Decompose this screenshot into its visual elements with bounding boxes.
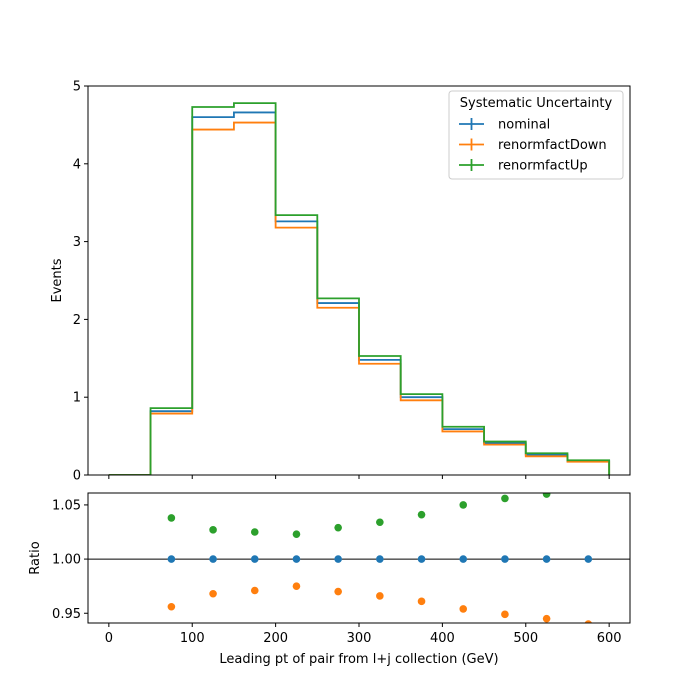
ratio-point-renormfactDown: [542, 614, 551, 623]
ratio-point-nominal: [209, 555, 217, 563]
legend-entries: nominal renormfactDown renormfactUp: [459, 118, 607, 174]
ratio-y-tick-label: 1.00: [52, 553, 81, 568]
main-y-tick-label: 3: [73, 235, 81, 250]
ratio-y-tick-label: 0.95: [52, 607, 81, 622]
main-y-tick-label: 2: [73, 313, 81, 328]
legend-label-renormfactDown: renormfactDown: [498, 138, 607, 153]
ratio-point-nominal: [250, 555, 259, 563]
main-series-group: [108, 102, 611, 475]
x-tick-label: 500: [513, 631, 538, 646]
step-line-renormfactUp: [108, 102, 611, 475]
main-y-tick-label: 4: [73, 157, 81, 172]
ratio-ticks: 0 100 200 300 400 500 600 0.95 1.00 1.05: [52, 498, 622, 646]
ratio-y-tick-label: 1.05: [52, 498, 81, 513]
main-y-axis-label: Events: [50, 258, 65, 302]
ratio-point-renormfactUp: [292, 530, 301, 538]
legend: Systematic Uncertainty nominal renormfact…: [448, 90, 624, 180]
x-tick-label: 600: [597, 631, 622, 646]
ratio-point-nominal: [501, 555, 509, 563]
ratio-point-renormfactUp: [209, 526, 217, 534]
main-ticks: 0 1 2 3 4 5: [73, 80, 610, 484]
ratio-point-renormfactDown: [334, 587, 342, 596]
ratio-point-renormfactUp: [417, 510, 426, 519]
ratio-point-renormfactUp: [167, 514, 176, 522]
x-tick-label: 400: [430, 631, 455, 646]
ratio-point-renormfactUp: [542, 493, 551, 498]
main-y-tick-label: 1: [73, 391, 81, 406]
ratio-series-group: [88, 493, 630, 623]
x-tick-label: 0: [105, 631, 113, 646]
ratio-point-nominal: [417, 555, 426, 563]
ratio-point-renormfactDown: [167, 602, 176, 611]
ratio-point-nominal: [334, 555, 342, 563]
x-axis-label: Leading pt of pair from l+j collection (…: [219, 652, 498, 667]
ratio-point-renormfactUp: [459, 501, 468, 509]
legend-title: Systematic Uncertainty: [460, 96, 613, 111]
ratio-point-renormfactDown: [250, 586, 259, 595]
ratio-point-nominal: [292, 555, 301, 563]
main-panel: 0 1 2 3 4 5 Events Systematic Uncertainty nom…: [50, 80, 631, 484]
ratio-point-nominal: [167, 555, 176, 563]
x-tick-label: 300: [347, 631, 372, 646]
ratio-y-axis-label: Ratio: [28, 541, 43, 574]
ratio-point-nominal: [584, 555, 593, 563]
legend-label-nominal: nominal: [498, 118, 550, 133]
ratio-point-renormfactUp: [501, 494, 509, 503]
ratio-point-renormfactUp: [334, 523, 342, 532]
ratio-point-renormfactDown: [417, 597, 426, 606]
main-y-tick-label: 5: [73, 80, 81, 95]
ratio-point-nominal: [459, 555, 468, 563]
ratio-point-renormfactDown: [376, 592, 384, 600]
ratio-point-renormfactDown: [209, 589, 217, 598]
ratio-point-nominal: [542, 555, 551, 563]
ratio-panel: 0 100 200 300 400 500 600 0.95 1.00 1.05 Ratio Le…: [28, 492, 631, 667]
legend-box: [448, 90, 624, 180]
legend-label-renormfactUp: renormfactUp: [498, 159, 588, 174]
x-tick-label: 200: [263, 631, 288, 646]
main-y-tick-label: 0: [73, 469, 81, 484]
ratio-point-renormfactDown: [459, 605, 468, 613]
ratio-point-renormfactUp: [376, 518, 384, 527]
ratio-point-renormfactDown: [292, 582, 301, 590]
ratio-point-renormfactDown: [584, 620, 592, 623]
ratio-point-renormfactUp: [250, 528, 259, 536]
ratio-point-renormfactDown: [501, 610, 509, 619]
ratio-point-nominal: [376, 555, 384, 563]
x-tick-label: 100: [180, 631, 205, 646]
